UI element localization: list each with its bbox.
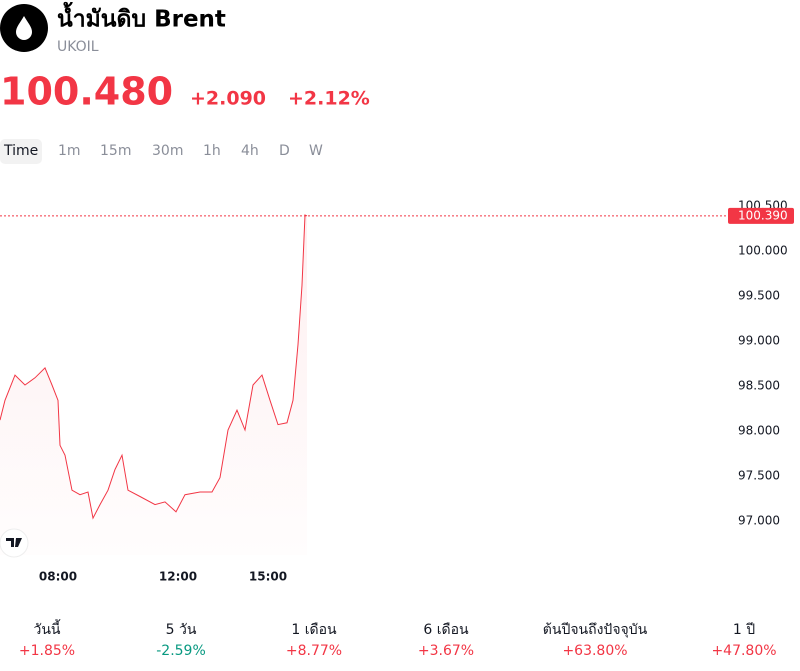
time-tab[interactable]: D (279, 143, 290, 159)
active-tab-bg (0, 139, 42, 164)
time-tab[interactable]: 1m (58, 143, 81, 159)
time-tab[interactable]: 1h (203, 143, 221, 159)
x-tick-label: 15:00 (249, 570, 287, 584)
x-tick-label: 08:00 (39, 570, 77, 584)
period-change: +8.77% (286, 643, 342, 659)
time-tab[interactable]: W (309, 143, 323, 159)
y-tick-label: 98.500 (738, 378, 780, 392)
price-line (0, 214, 308, 520)
period-label[interactable]: ต้นปีจนถึงปัจจุบัน (543, 622, 648, 638)
x-tick-label: 12:00 (159, 570, 197, 584)
y-tick-label: 98.000 (738, 423, 780, 437)
time-tab[interactable]: 15m (100, 143, 131, 159)
time-tab[interactable]: 30m (152, 143, 183, 159)
y-tick-label: 100.000 (738, 243, 788, 257)
title: น้ำมันดิบ Brent (57, 2, 226, 33)
last-price-box (728, 207, 794, 224)
period-change: +63.80% (562, 643, 627, 659)
period-change: -2.59% (156, 643, 206, 659)
period-change: +1.85% (19, 643, 75, 659)
y-tick-label: 99.000 (738, 333, 780, 347)
change: +2.090 (190, 88, 266, 110)
change-percent: +2.12% (288, 88, 370, 110)
last-price-label: 100.390 (738, 208, 788, 222)
period-label[interactable]: 5 วัน (166, 622, 197, 638)
period-label[interactable]: 6 เดือน (423, 622, 469, 638)
period-change: +3.67% (418, 643, 474, 659)
symbol: UKOIL (57, 39, 99, 55)
time-tab[interactable]: 4h (241, 143, 259, 159)
y-tick-label: 99.500 (738, 288, 780, 302)
price: 100.480 (0, 70, 173, 114)
time-tab[interactable]: Time (3, 143, 38, 159)
tv-logo (0, 528, 29, 558)
period-label[interactable]: วันนี้ (33, 619, 61, 638)
y-tick-label: 97.500 (738, 468, 780, 482)
drop-icon (16, 16, 32, 40)
period-change: +47.80% (711, 643, 776, 659)
period-label[interactable]: 1 เดือน (291, 622, 337, 638)
area (0, 215, 307, 555)
y-tick-label: 97.000 (738, 513, 780, 527)
period-label[interactable]: 1 ปี (733, 622, 755, 638)
